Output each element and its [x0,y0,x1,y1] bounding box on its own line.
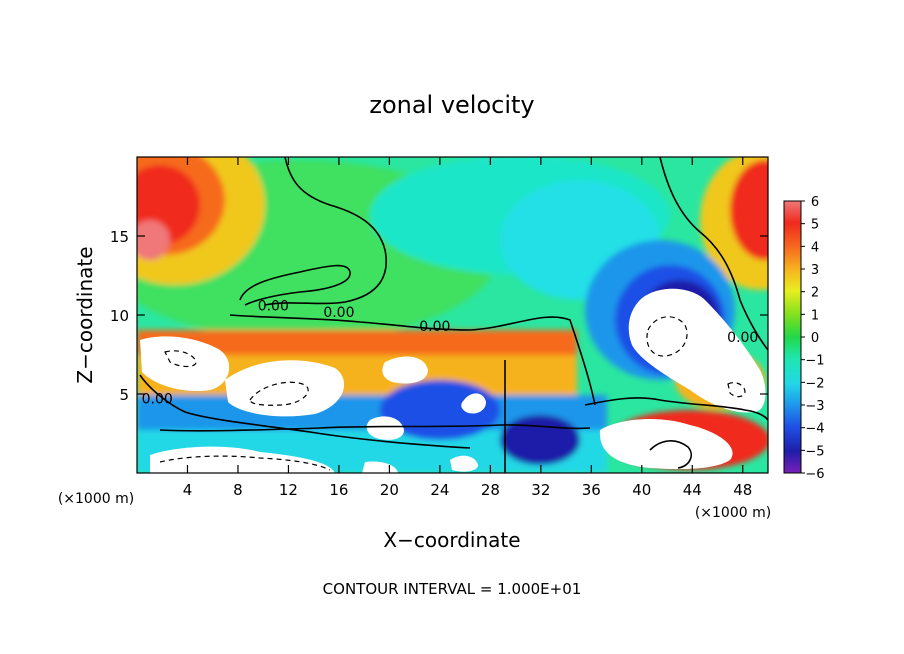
x-tick-label: 12 [279,481,298,499]
colorbar-tick-label: 5 [811,218,819,233]
colorbar-tick-label: 6 [811,195,819,210]
x-tick-label: 24 [430,481,449,499]
x-tick-label: 32 [531,481,550,499]
colorbar-tick-label: 2 [811,286,819,301]
colorbar-tick-label: −2 [805,376,824,391]
colorbar-tick-label: 3 [811,263,819,278]
colorbar-tick-label: −5 [805,444,824,459]
x-tick-label: 40 [632,481,651,499]
y-tick-label: 5 [119,386,129,404]
x-tick-label: 16 [329,481,348,499]
colorbar-tick-label: −6 [805,467,824,482]
colorbar-ticks: 6 5 4 3 2 1 0 −1 −2 −3 −4 −5 −6 [801,195,825,482]
colorbar-tick-label: −1 [805,354,824,369]
x-tick-label: 8 [233,481,243,499]
contour-label: 0.00 [258,299,289,315]
colorbar-tick-label: −3 [805,399,824,414]
x-axis-label: X−coordinate [383,528,520,552]
colorbar-tick-label: 4 [811,240,819,255]
contour-label: 0.00 [727,330,758,346]
chart-title: zonal velocity [369,91,534,119]
contour-label: 0.00 [142,392,173,408]
x-tick-label: 4 [183,481,193,499]
y-tick-label: 10 [110,307,129,325]
x-tick-label: 48 [733,481,752,499]
x-tick-label: 36 [582,481,601,499]
x-axis: 4 8 12 16 20 24 28 32 36 40 44 48 [183,157,752,499]
heatmap-field [137,157,768,473]
y-tick-label: 15 [110,228,129,246]
x-unit-right: (×1000 m) [695,505,771,521]
x-tick-label: 28 [481,481,500,499]
colorbar-tick-label: 1 [811,308,819,323]
x-tick-label: 20 [380,481,399,499]
contour-interval-note: CONTOUR INTERVAL = 1.000E+01 [323,580,582,598]
colorbar [783,200,802,474]
colorbar-tick-label: −4 [805,422,824,437]
contour-labels: 0.00 0.00 0.00 0.00 0.00 [142,299,759,408]
colorbar-tick-label: 0 [811,331,819,346]
x-unit-left: (×1000 m) [58,491,134,507]
y-axis: 5 10 15 [110,228,768,404]
contour-label: 0.00 [419,319,450,335]
x-tick-label: 44 [683,481,702,499]
y-axis-label: Z−coordinate [73,246,97,383]
contour-label: 0.00 [323,305,354,321]
